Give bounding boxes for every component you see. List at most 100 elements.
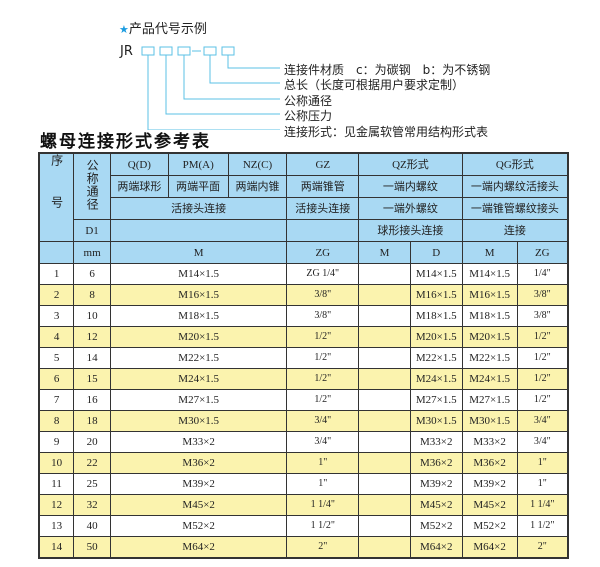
header-nominal: 公称通径 bbox=[73, 152, 111, 220]
qz-m bbox=[358, 515, 411, 537]
qz-m bbox=[358, 347, 411, 369]
nominal-diameter: 15 bbox=[73, 368, 111, 390]
qz-m bbox=[358, 431, 411, 453]
table-row: 9 20 M33×2 3/4" M33×2 M33×2 3/4" bbox=[38, 431, 569, 453]
header-type: QZ形式 bbox=[358, 152, 463, 176]
thread-m: M30×1.5 bbox=[109, 410, 288, 432]
header-desc: 两端内锥 bbox=[227, 175, 288, 198]
header-desc: 一端内螺纹活接头 bbox=[461, 175, 569, 198]
nominal-diameter: 16 bbox=[73, 389, 111, 411]
nominal-diameter: 8 bbox=[73, 284, 111, 306]
header-desc: 一端锥管螺纹接头 bbox=[461, 197, 569, 220]
row-number: 11 bbox=[38, 473, 75, 495]
qg-m: M39×2 bbox=[461, 473, 518, 495]
table-row: 5 14 M22×1.5 1/2" M22×1.5 M22×1.5 1/2" bbox=[38, 347, 569, 369]
label-pressure: 公称压力 bbox=[284, 109, 333, 123]
qz-m bbox=[358, 389, 411, 411]
thread-m: M24×1.5 bbox=[109, 368, 288, 390]
qz-d: M39×2 bbox=[409, 473, 463, 495]
qg-zg: 1 1/4" bbox=[516, 494, 569, 516]
table-row: 8 18 M30×1.5 3/4" M30×1.5 M30×1.5 3/4" bbox=[38, 410, 569, 432]
qz-d: M20×1.5 bbox=[409, 326, 463, 348]
header-type: NZ(C) bbox=[227, 152, 288, 176]
qg-m: M16×1.5 bbox=[461, 284, 518, 306]
qz-d: M18×1.5 bbox=[409, 305, 463, 327]
qz-m bbox=[358, 263, 411, 285]
qg-m: M33×2 bbox=[461, 431, 518, 453]
code-box bbox=[159, 46, 173, 56]
thread-zg: 3/8" bbox=[286, 305, 360, 327]
qg-zg: 1 1/2" bbox=[516, 515, 569, 537]
row-number: 3 bbox=[38, 305, 75, 327]
table-row: 11 25 M39×2 1" M39×2 M39×2 1" bbox=[38, 473, 569, 495]
label-length: 总长（长度可根据用户要求定制） bbox=[284, 78, 465, 92]
qz-m bbox=[358, 536, 411, 559]
header-unit: M bbox=[358, 241, 411, 264]
header-empty bbox=[38, 241, 75, 264]
thread-m: M27×1.5 bbox=[109, 389, 288, 411]
code-box bbox=[177, 46, 191, 56]
qz-m bbox=[358, 305, 411, 327]
thread-zg: 1" bbox=[286, 452, 360, 474]
qg-m: M24×1.5 bbox=[461, 368, 518, 390]
qg-zg: 1/4" bbox=[516, 263, 569, 285]
qg-m: M52×2 bbox=[461, 515, 518, 537]
nominal-diameter: 20 bbox=[73, 431, 111, 453]
row-number: 10 bbox=[38, 452, 75, 474]
qg-m: M14×1.5 bbox=[461, 263, 518, 285]
qg-m: M36×2 bbox=[461, 452, 518, 474]
table-row: 6 15 M24×1.5 1/2" M24×1.5 M24×1.5 1/2" bbox=[38, 368, 569, 390]
nut-connection-table: 序号 公称通径 Q(D) PM(A) NZ(C) GZ QZ形式 QG形式 两端… bbox=[38, 152, 569, 559]
qg-m: M22×1.5 bbox=[461, 347, 518, 369]
qg-zg: 3/4" bbox=[516, 410, 569, 432]
qz-d: M52×2 bbox=[409, 515, 463, 537]
product-code: JR bbox=[120, 44, 133, 59]
header-empty bbox=[109, 219, 288, 242]
qg-zg: 3/8" bbox=[516, 284, 569, 306]
table-row: 1 6 M14×1.5 ZG 1/4" M14×1.5 M14×1.5 1/4" bbox=[38, 263, 569, 285]
header-mm: mm bbox=[73, 241, 111, 264]
qz-m bbox=[358, 368, 411, 390]
qz-d: M30×1.5 bbox=[409, 410, 463, 432]
nominal-diameter: 12 bbox=[73, 326, 111, 348]
thread-zg: 1" bbox=[286, 473, 360, 495]
qz-d: M27×1.5 bbox=[409, 389, 463, 411]
thread-m: M22×1.5 bbox=[109, 347, 288, 369]
thread-m: M39×2 bbox=[109, 473, 288, 495]
table-row: 3 10 M18×1.5 3/8" M18×1.5 M18×1.5 3/8" bbox=[38, 305, 569, 327]
thread-m: M18×1.5 bbox=[109, 305, 288, 327]
row-number: 14 bbox=[38, 536, 75, 559]
header-seq-text: 序号 bbox=[49, 154, 64, 238]
code-box bbox=[221, 46, 235, 56]
thread-zg: 3/4" bbox=[286, 410, 360, 432]
table-row: 13 40 M52×2 1 1/2" M52×2 M52×2 1 1/2" bbox=[38, 515, 569, 537]
thread-m: M52×2 bbox=[109, 515, 288, 537]
header-desc: 两端球形 bbox=[109, 175, 169, 198]
nominal-diameter: 40 bbox=[73, 515, 111, 537]
thread-m: M16×1.5 bbox=[109, 284, 288, 306]
qz-m bbox=[358, 326, 411, 348]
thread-zg: 3/4" bbox=[286, 431, 360, 453]
qg-zg: 1/2" bbox=[516, 326, 569, 348]
header-d1: D1 bbox=[73, 219, 111, 242]
thread-m: M33×2 bbox=[109, 431, 288, 453]
row-number: 12 bbox=[38, 494, 75, 516]
header-desc: 两端平面 bbox=[167, 175, 229, 198]
example-heading-text: 产品代号示例 bbox=[128, 22, 207, 37]
qg-zg: 1/2" bbox=[516, 368, 569, 390]
thread-zg: 1/2" bbox=[286, 389, 360, 411]
header-unit: ZG bbox=[516, 241, 569, 264]
thread-m: M36×2 bbox=[109, 452, 288, 474]
leader-line bbox=[165, 55, 280, 115]
table-row: 12 32 M45×2 1 1/4" M45×2 M45×2 1 1/4" bbox=[38, 494, 569, 516]
header-desc: 活接头连接 bbox=[109, 197, 288, 220]
qg-zg: 1" bbox=[516, 452, 569, 474]
nominal-diameter: 18 bbox=[73, 410, 111, 432]
header-empty bbox=[286, 219, 360, 242]
thread-m: M14×1.5 bbox=[109, 263, 288, 285]
label-material: 连接件材质 c：为碳钢 b：为不锈钢 bbox=[284, 63, 491, 77]
code-box bbox=[141, 46, 155, 56]
qg-zg: 1" bbox=[516, 473, 569, 495]
leader-line bbox=[209, 55, 280, 84]
